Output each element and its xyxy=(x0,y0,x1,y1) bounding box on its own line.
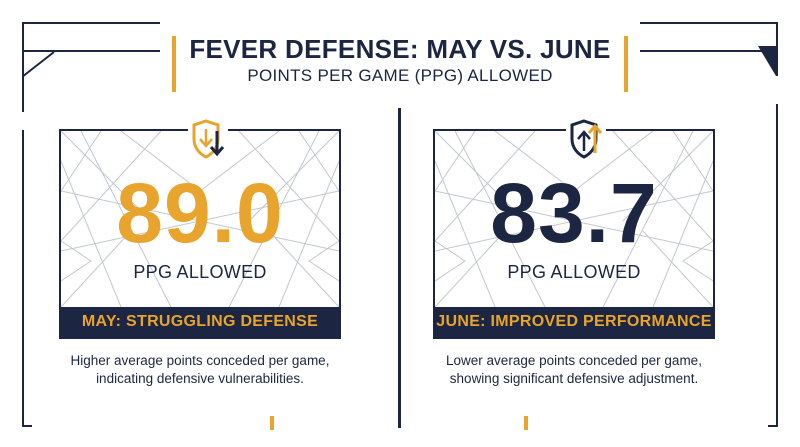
frame-bottom-right xyxy=(768,425,778,427)
frame-bottom-left xyxy=(22,425,32,427)
corner-accent-top-left xyxy=(22,51,55,78)
frame-top-right-horizontal xyxy=(640,22,778,24)
june-ppg-label: PPG ALLOWED xyxy=(507,262,641,282)
header-rule-right xyxy=(640,50,774,52)
header-rule-left xyxy=(22,50,160,52)
bottom-accent-left xyxy=(270,416,274,430)
page-title: FEVER DEFENSE: MAY VS. JUNE xyxy=(189,34,611,64)
frame-top-right-vertical xyxy=(776,22,778,76)
center-divider xyxy=(398,108,401,428)
title-accent-right xyxy=(624,36,628,92)
june-banner: JUNE: IMPROVED PERFORMANCE xyxy=(435,307,713,337)
may-ppg-label: PPG ALLOWED xyxy=(133,262,267,282)
may-description-line-2: indicating defensive vulnerabilities. xyxy=(96,371,304,386)
june-description: Lower average points conceded per game, … xyxy=(414,352,734,388)
shield-down-arrow-icon xyxy=(188,117,228,161)
frame-right-vertical-lower xyxy=(776,104,778,427)
june-description-line-2: showing significant defensive adjustment… xyxy=(449,371,699,386)
june-panel-pattern xyxy=(435,131,713,307)
frame-top-left-vertical xyxy=(22,22,24,112)
june-description-line-1: Lower average points conceded per game, xyxy=(446,353,702,368)
may-banner: MAY: STRUGGLING DEFENSE xyxy=(61,307,339,337)
frame-top-left-horizontal xyxy=(22,22,160,24)
may-description-line-1: Higher average points conceded per game, xyxy=(70,353,330,368)
may-ppg-value: 89.0 xyxy=(116,166,284,260)
page-subtitle: POINTS PER GAME (PPG) ALLOWED xyxy=(247,66,553,85)
shield-up-arrow-icon xyxy=(566,117,606,161)
june-panel: 83.7 PPG ALLOWED JUNE: IMPROVED PERFORMA… xyxy=(433,129,715,339)
corner-accent-top-right xyxy=(758,46,776,76)
may-panel-pattern xyxy=(61,131,339,307)
may-description: Higher average points conceded per game,… xyxy=(40,352,360,388)
frame-left-vertical-lower xyxy=(22,130,24,427)
may-panel: 89.0 PPG ALLOWED MAY: STRUGGLING DEFENSE xyxy=(59,129,341,339)
title-accent-left xyxy=(172,36,176,92)
bottom-accent-right xyxy=(524,416,528,430)
june-ppg-value: 83.7 xyxy=(490,166,658,260)
